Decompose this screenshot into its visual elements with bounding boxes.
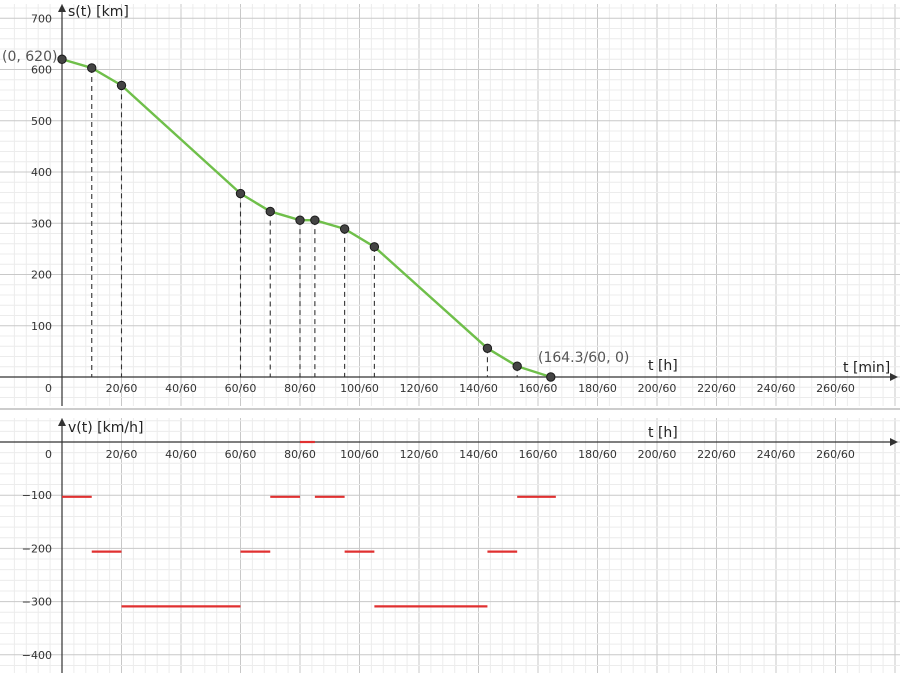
velocity-time-graph: 20/60 40/60 60/60 80/60 100/60 120/60 140/60 16… <box>0 418 900 673</box>
annotation-end: (164.3/60, 0) <box>538 350 629 366</box>
top-tick-labels: 20/60 40/60 60/60 80/60 100/60 120/60 140/60 16… <box>31 12 855 395</box>
data-point <box>116 80 127 91</box>
data-point <box>482 343 493 353</box>
bottom-axes <box>0 418 898 673</box>
y-tick-label: 600 <box>31 64 52 77</box>
y-tick-label: 100 <box>31 320 52 333</box>
x-tick-label: 180/60 <box>578 448 617 461</box>
y-tick-label: −200 <box>22 542 52 555</box>
bottom-tick-labels: 20/60 40/60 60/60 80/60 100/60 120/60 140/60 16… <box>22 448 855 662</box>
x-tick-label: 60/60 <box>225 382 257 395</box>
top-origin-label: 0 <box>45 382 52 395</box>
x-tick-label: 40/60 <box>165 382 197 395</box>
data-point <box>295 215 305 225</box>
data-point <box>57 54 67 64</box>
data-point <box>310 215 320 225</box>
y-tick-label: 200 <box>31 269 52 282</box>
x-tick-label: 260/60 <box>816 448 855 461</box>
x-tick-label: 20/60 <box>106 448 138 461</box>
data-point <box>265 206 275 217</box>
data-point <box>87 63 97 73</box>
top-dashed-droplines <box>91 67 518 377</box>
y-tick-label: 400 <box>31 166 52 179</box>
x-tick-label: 240/60 <box>757 448 796 461</box>
x-tick-label: 200/60 <box>638 448 677 461</box>
x-tick-label: 160/60 <box>519 448 558 461</box>
x-tick-label: 260/60 <box>816 382 855 395</box>
bottom-origin-label: 0 <box>45 448 52 461</box>
x-tick-label: 40/60 <box>165 448 197 461</box>
bottom-text: v(t) [km/h] t [h] 0 <box>45 420 678 461</box>
y-tick-label: −400 <box>22 649 52 662</box>
x-tick-label: 200/60 <box>638 382 677 395</box>
distance-series <box>57 54 556 382</box>
x-tick-label: 180/60 <box>578 382 617 395</box>
annotation-start: (0, 620) <box>2 49 57 65</box>
x-tick-label: 60/60 <box>225 448 257 461</box>
x-tick-label: 120/60 <box>400 382 439 395</box>
data-point <box>512 361 522 371</box>
x-tick-label: 100/60 <box>340 448 379 461</box>
top-xlabel-minutes: t [min] <box>843 360 890 376</box>
y-tick-label: 700 <box>31 12 52 25</box>
top-axes <box>0 4 898 406</box>
data-point <box>339 224 350 234</box>
y-tick-label: 300 <box>31 217 52 230</box>
top-ylabel: s(t) [km] <box>68 4 129 20</box>
x-tick-label: 160/60 <box>519 382 558 395</box>
data-point <box>369 242 380 252</box>
x-axis-arrow <box>890 373 898 381</box>
y-axis-arrow <box>58 4 66 12</box>
x-tick-label: 140/60 <box>459 382 498 395</box>
distance-time-graph: 20/60 40/60 60/60 80/60 100/60 120/60 140/60 16… <box>0 4 900 406</box>
distance-line <box>61 58 552 379</box>
x-tick-label: 140/60 <box>459 448 498 461</box>
x-tick-label: 240/60 <box>757 382 796 395</box>
y-tick-label: −300 <box>22 596 52 609</box>
x-axis-arrow <box>890 438 898 446</box>
x-tick-label: 80/60 <box>284 382 316 395</box>
data-point <box>546 372 556 382</box>
top-grid <box>0 4 900 406</box>
y-tick-label: 500 <box>31 115 52 128</box>
top-xlabel-hours: t [h] <box>648 358 678 374</box>
x-tick-label: 120/60 <box>400 448 439 461</box>
x-tick-label: 100/60 <box>340 382 379 395</box>
x-tick-label: 80/60 <box>284 448 316 461</box>
x-tick-label: 20/60 <box>106 382 138 395</box>
bottom-xlabel-hours: t [h] <box>648 425 678 441</box>
velocity-series <box>62 440 556 608</box>
bottom-grid <box>0 418 900 673</box>
x-tick-label: 220/60 <box>697 448 736 461</box>
x-tick-label: 220/60 <box>697 382 736 395</box>
bottom-ylabel: v(t) [km/h] <box>68 420 143 436</box>
top-text: s(t) [km] t [h] t [min] (0, 620) (164.3/… <box>2 4 890 395</box>
data-point <box>235 188 246 199</box>
y-axis-arrow <box>58 418 66 426</box>
y-tick-label: −100 <box>22 489 52 502</box>
